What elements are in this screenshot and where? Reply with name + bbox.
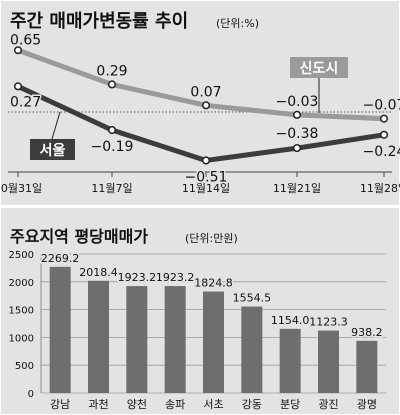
bar [126, 286, 148, 393]
bar-category-label: 광진 [318, 398, 338, 411]
line-chart-unit: (단위:%) [216, 17, 259, 30]
line-data-label: −0.07 [363, 98, 400, 114]
line-chart-x-tick-label: 10월31일 [0, 181, 42, 195]
bar-chart-y-tick-label: 500 [15, 361, 34, 372]
bar [279, 328, 301, 393]
bar [356, 340, 378, 393]
bar-chart-y-tick-label: 1000 [9, 333, 34, 344]
line-data-label: −0.03 [276, 94, 319, 110]
bar-category-label: 서초 [203, 398, 223, 411]
line-data-label: 0.29 [96, 63, 127, 79]
series-tag-box [290, 57, 348, 78]
line-chart-x-tick-label: 11월28일 [360, 181, 400, 195]
line-point [292, 110, 302, 119]
bar-chart-y-tick-label: 0 [28, 389, 34, 400]
line-point [107, 126, 117, 135]
line-point [292, 144, 302, 153]
bar-category-label: 과천 [88, 397, 108, 411]
series-tag-label: 신도시 [300, 61, 339, 77]
bar-value-label: 2269.2 [41, 252, 80, 265]
line-data-label: 0.07 [190, 84, 221, 100]
line-point [13, 82, 23, 91]
line-point [201, 156, 211, 165]
bar [318, 330, 339, 393]
bar-category-label: 분당 [280, 398, 300, 411]
bar-chart-y-tick-label: 2000 [9, 278, 34, 289]
line-chart-title: 주간 매매가변동률 추이 [10, 11, 188, 32]
bar-value-label: 2018.4 [79, 266, 118, 279]
series-tag-box [30, 139, 75, 160]
line-data-label: −0.19 [91, 139, 134, 155]
line-chart-panel: 주간 매매가변동률 추이 (단위:%) 10월31일 11월7일 11월14일 11월… [0, 1, 400, 205]
line-data-label: −0.51 [185, 169, 228, 185]
line-point [107, 80, 117, 89]
bar-value-label: 1824.8 [194, 277, 233, 290]
bar-value-label: 1154.0 [271, 314, 310, 327]
bar-value-label: 1123.3 [309, 316, 348, 329]
bar-chart-y-tick-label: 1500 [9, 306, 34, 317]
bar-value-label: 938.2 [351, 326, 383, 339]
series-tag-label: 서울 [40, 142, 66, 159]
line-chart-x-tick-label: 11월14일 [182, 181, 230, 195]
bar-chart-panel: 주요지역 평당매매가 (단위:만원) 0 500 1000 1500 2000 2500 2… [1, 208, 399, 414]
bar-chart-unit: (단위:만원) [185, 232, 238, 245]
bar-chart-marks: 0 500 1000 1500 2000 2500 2269.2 강남 2018.4 과천 1923… [9, 250, 386, 411]
bar-category-label: 양천 [127, 397, 147, 411]
bar [241, 306, 263, 393]
bar [164, 286, 186, 393]
line-data-label: −0.38 [276, 126, 319, 142]
bar-value-label: 1923.2 [118, 271, 157, 284]
line-chart-marks: 10월31일 11월7일 11월14일 11월21일 11월28일 0.65 0.29 0.0… [0, 31, 400, 195]
line-data-label: 0.27 [10, 94, 41, 110]
bar-chart-title: 주요지역 평당매매가 [10, 227, 148, 246]
bar-category-label: 광명 [357, 398, 377, 411]
bar-value-label: 1554.5 [233, 292, 272, 305]
line-data-label: 0.65 [10, 32, 41, 48]
series-tag-leader [51, 111, 61, 140]
line-data-label: −0.24 [363, 144, 400, 160]
bar-chart-y-tick-label: 2500 [9, 250, 34, 261]
bar [88, 280, 109, 393]
line-point [379, 114, 389, 123]
line-chart-x-tick-label: 11월7일 [91, 181, 132, 195]
line-chart-x-tick-label: 11월21일 [273, 181, 321, 195]
bar [203, 291, 224, 393]
bar-category-label: 강동 [242, 398, 262, 411]
line-point [379, 130, 389, 139]
bar-category-label: 강남 [50, 398, 70, 411]
bar [49, 266, 71, 393]
line-point [201, 101, 211, 110]
line-point [13, 46, 23, 55]
bar-category-label: 송파 [165, 398, 185, 411]
bar-value-label: 1923.2 [156, 271, 195, 284]
